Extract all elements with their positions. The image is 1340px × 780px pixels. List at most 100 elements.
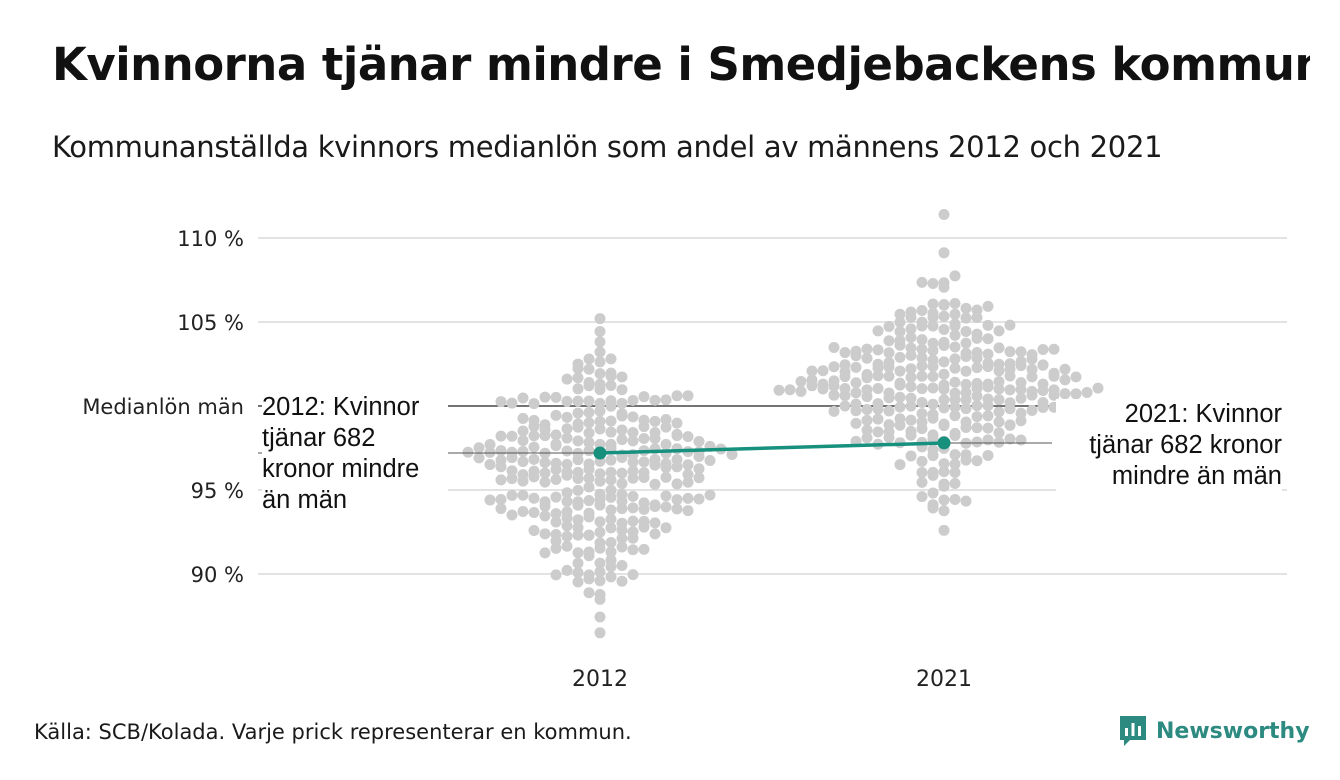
data-point [539, 510, 551, 522]
data-point [649, 394, 661, 406]
data-point [960, 337, 972, 349]
data-point [982, 410, 994, 422]
data-point [594, 516, 606, 528]
data-point [861, 424, 873, 436]
data-point [949, 320, 961, 332]
data-point [795, 385, 807, 397]
data-point [916, 370, 928, 382]
data-point [572, 499, 584, 511]
data-point [583, 427, 595, 439]
data-point [1015, 384, 1027, 396]
data-point [971, 362, 983, 374]
data-point [971, 382, 983, 394]
data-point [583, 353, 595, 365]
data-point [605, 454, 617, 466]
data-point [660, 490, 672, 502]
data-point [982, 333, 994, 345]
data-point [828, 341, 840, 353]
data-point [872, 403, 884, 415]
data-point [561, 512, 573, 524]
data-point [616, 410, 628, 422]
data-point [561, 445, 573, 457]
data-point [1037, 401, 1049, 413]
data-point [638, 543, 650, 555]
data-point [627, 532, 639, 544]
data-point [883, 392, 895, 404]
data-point [550, 409, 562, 421]
data-point [993, 342, 1005, 354]
data-point [861, 372, 873, 384]
data-point [1026, 404, 1038, 416]
data-point [484, 458, 496, 470]
data-point [894, 419, 906, 431]
data-point [1004, 384, 1016, 396]
newsworthy-logo: Newsworthy [1118, 714, 1310, 748]
data-point [872, 362, 884, 374]
data-point [561, 373, 573, 385]
data-point [905, 450, 917, 462]
data-point [894, 316, 906, 328]
data-point [539, 391, 551, 403]
data-point [971, 436, 983, 448]
data-point [605, 522, 617, 534]
data-point [1004, 319, 1016, 331]
data-point [872, 426, 884, 438]
data-point [960, 350, 972, 362]
data-point [938, 368, 950, 380]
data-point [795, 375, 807, 387]
data-point [817, 365, 829, 377]
data-point [660, 438, 672, 450]
data-point [949, 329, 961, 341]
data-point [627, 569, 639, 581]
data-point [949, 430, 961, 442]
data-point [839, 390, 851, 402]
data-point [517, 392, 529, 404]
data-point [916, 476, 928, 488]
data-point [660, 394, 672, 406]
data-point [616, 533, 628, 545]
data-point [572, 576, 584, 588]
data-point [927, 382, 939, 394]
data-point [993, 406, 1005, 418]
data-point [872, 382, 884, 394]
chart-subtitle: Kommunanställda kvinnors medianlön som a… [52, 130, 1163, 164]
data-point [872, 370, 884, 382]
data-point [993, 394, 1005, 406]
data-point [916, 305, 928, 317]
data-point [861, 352, 873, 364]
data-point [993, 436, 1005, 448]
data-point [850, 350, 862, 362]
newsworthy-logo-icon [1120, 716, 1146, 746]
data-point [495, 430, 507, 442]
data-point [971, 332, 983, 344]
data-point [773, 384, 785, 396]
data-point [616, 371, 628, 383]
data-point [616, 478, 628, 490]
data-point [905, 371, 917, 383]
data-point [550, 508, 562, 520]
data-point [550, 473, 562, 485]
data-point [905, 331, 917, 343]
data-point [927, 412, 939, 424]
data-point [982, 361, 994, 373]
data-point [916, 360, 928, 372]
data-point [495, 474, 507, 486]
data-point [971, 411, 983, 423]
data-point [1059, 388, 1071, 400]
data-point [971, 311, 983, 323]
data-point [495, 396, 507, 408]
data-point [627, 426, 639, 438]
data-point [982, 348, 994, 360]
data-point [938, 394, 950, 406]
data-point [517, 435, 529, 447]
data-point [572, 484, 584, 496]
data-point [649, 432, 661, 444]
data-point [594, 542, 606, 554]
data-point [726, 448, 738, 460]
data-point [960, 378, 972, 390]
data-point [850, 405, 862, 417]
data-point [1048, 343, 1060, 355]
data-point [883, 335, 895, 347]
data-point [1015, 360, 1027, 372]
data-point [1015, 346, 1027, 358]
